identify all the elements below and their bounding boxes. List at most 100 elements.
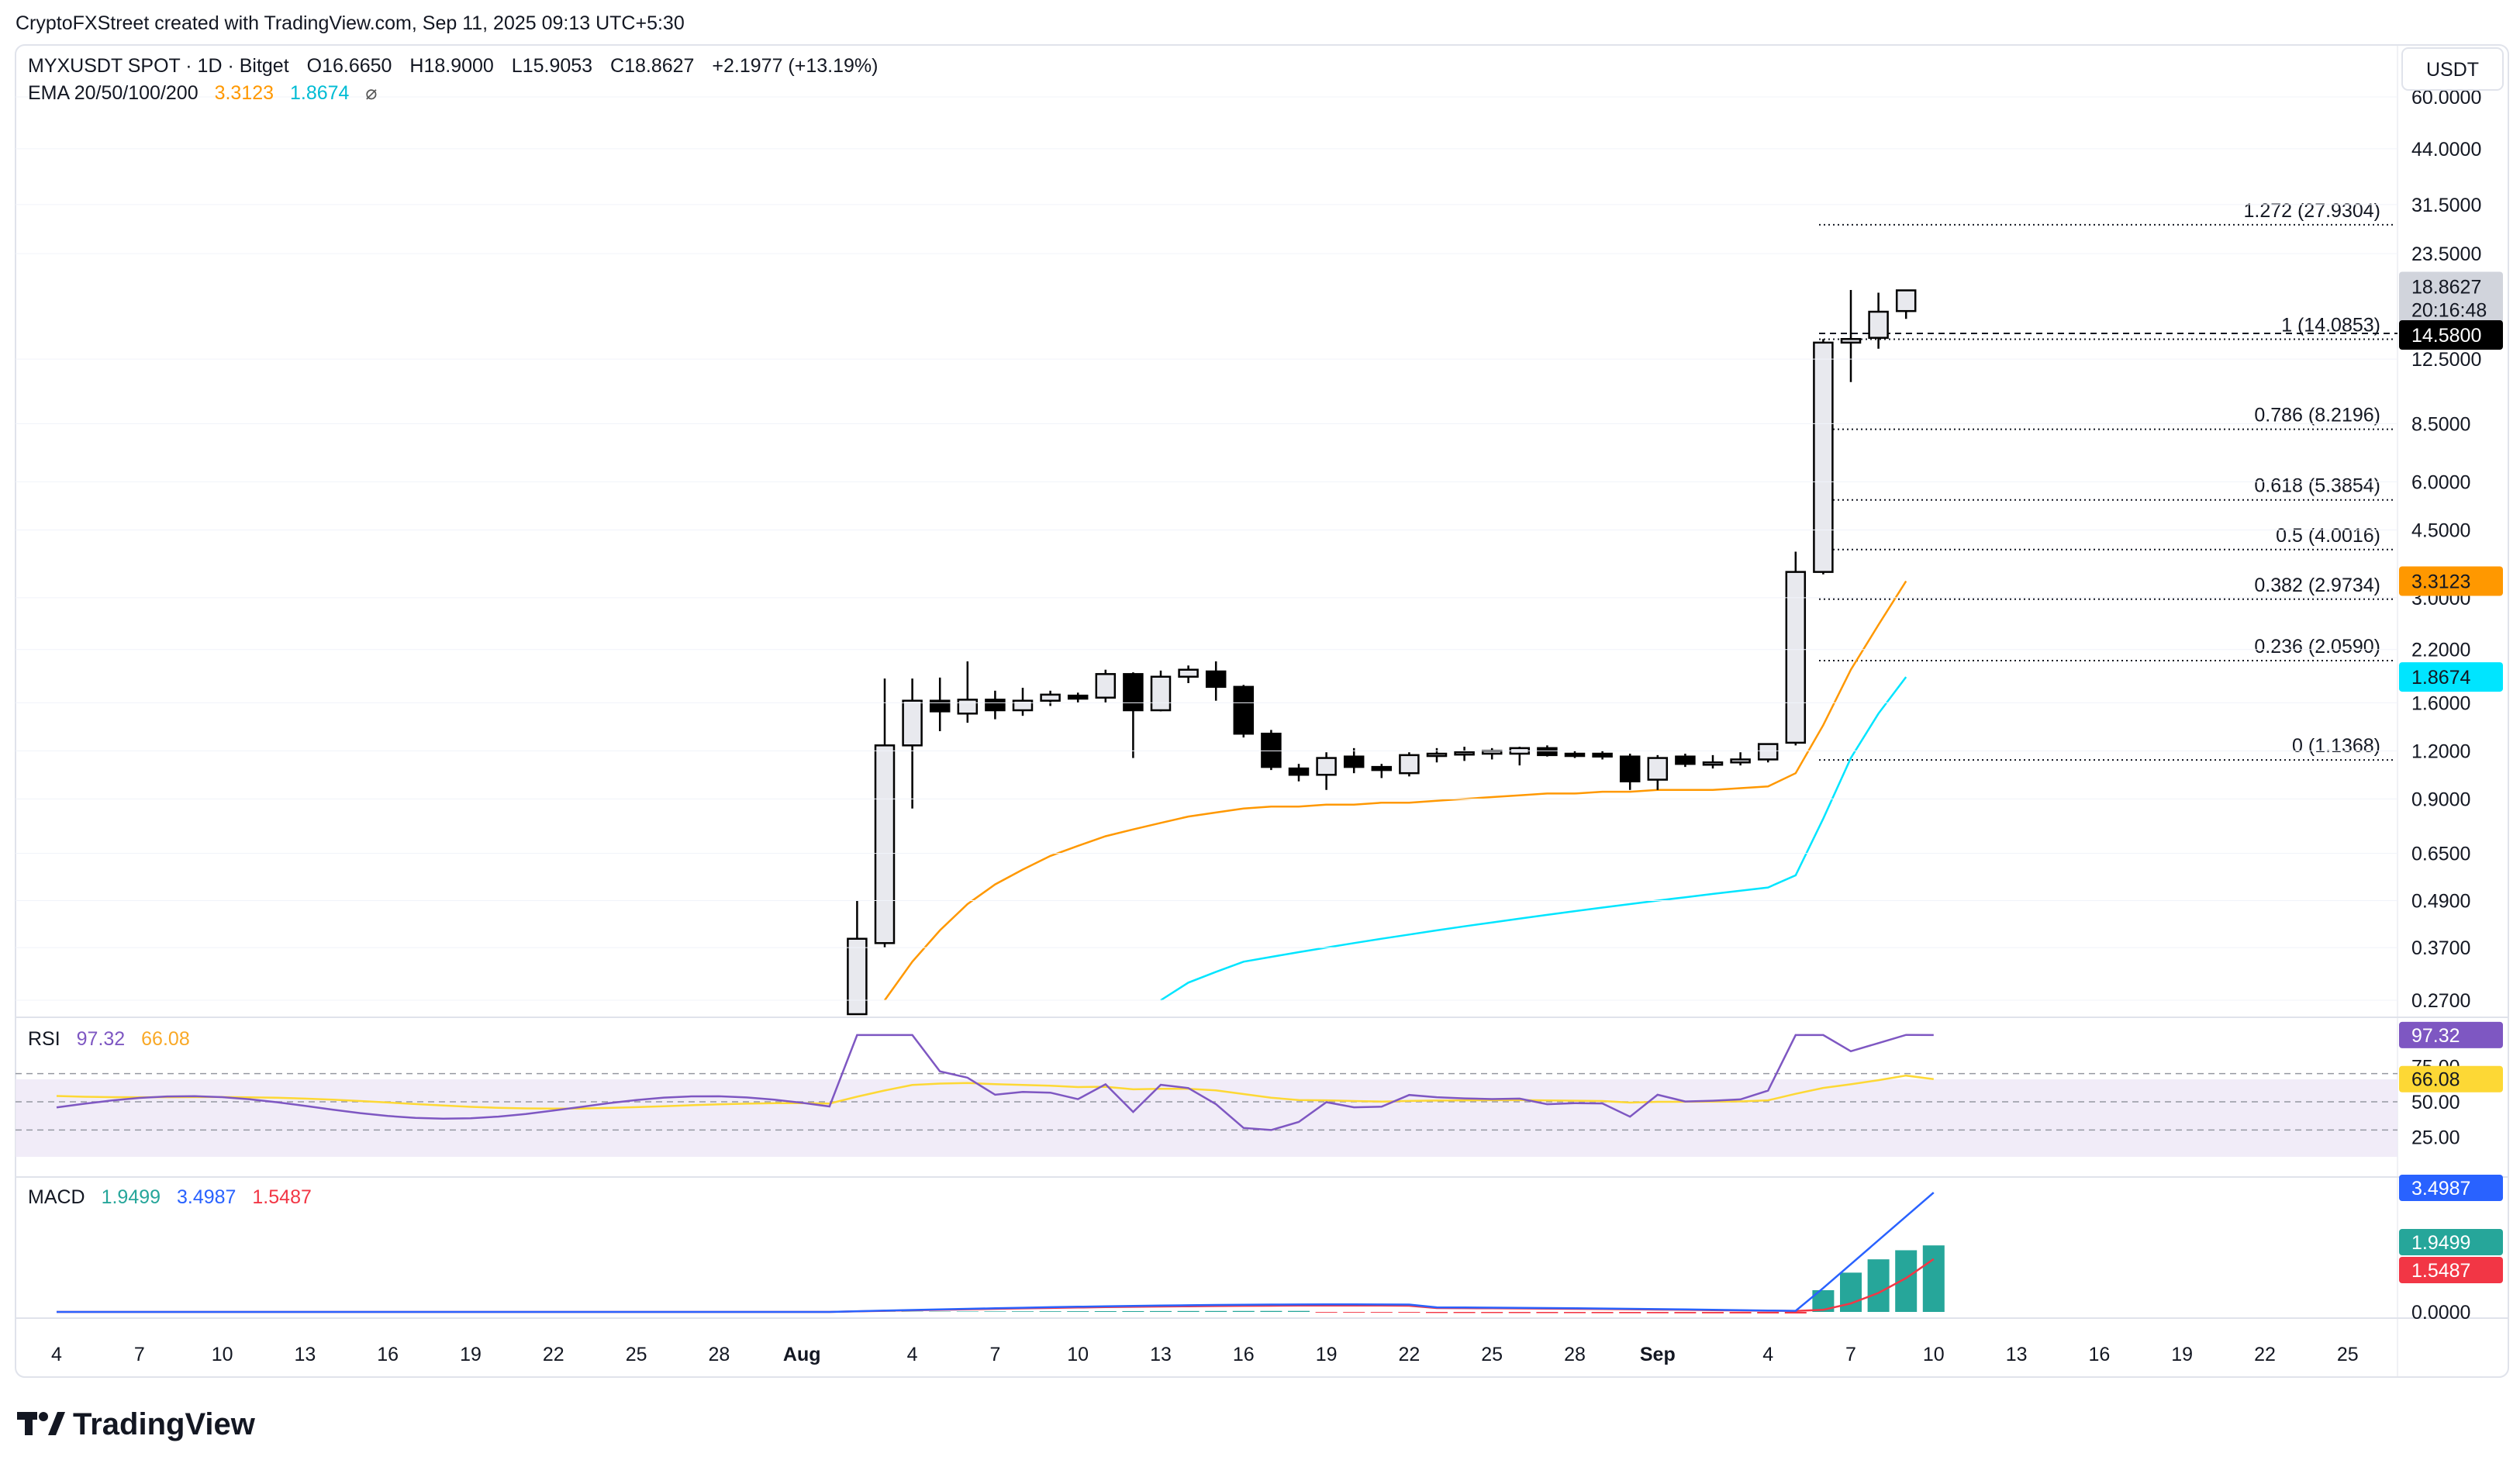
macd-hist-bar [1039,1311,1062,1312]
time-tick-label: 10 [212,1344,233,1365]
candle-body [1813,341,1834,573]
ema-visibility-icon: ⌀ [365,82,377,104]
candle[interactable] [1178,665,1199,683]
price-axis-ticks: 60.000044.000031.500023.500012.50008.500… [16,87,2481,1012]
candle[interactable] [1895,289,1917,319]
candles[interactable] [847,289,1917,1016]
candle[interactable] [1150,670,1172,712]
fib-level-label: 0.382 (2.9734) [2254,575,2380,596]
macd-hist-bar [1508,1312,1531,1313]
candle-body [1371,765,1393,771]
candle[interactable] [902,678,923,809]
candle[interactable] [1730,752,1751,766]
candle[interactable] [1564,751,1586,758]
candle[interactable] [874,678,896,948]
time-tick-label: 22 [543,1344,564,1365]
candle[interactable] [1316,752,1337,790]
tradingview-logo[interactable]: TradingView [17,1407,256,1441]
macd-hist-badge-bg [2399,1229,2503,1255]
time-tick-label: 19 [460,1344,482,1365]
main-legend: MYXUSDT SPOT · 1D · Bitget O16.6650 H18.… [28,55,878,104]
time-tick-label: 4 [1762,1344,1773,1365]
candle[interactable] [1454,747,1475,761]
time-tick-label: 16 [1233,1344,1255,1365]
candle-body [957,699,979,715]
macd-hist-bar [1012,1311,1034,1312]
time-tick-label: Aug [783,1344,821,1365]
time-tick-label: 16 [377,1344,399,1365]
macd-hist-bar [1453,1312,1476,1313]
ema-label: EMA 20/50/100/200 [28,82,198,104]
macd-line [57,1192,1935,1313]
rsi-ma-line [56,1074,1934,1110]
price-tick-label: 0.4900 [2411,891,2470,913]
macd-signal-value: 1.5487 [252,1186,311,1208]
candle[interactable] [1757,743,1779,763]
candle-body [1426,752,1448,758]
time-tick-label: 4 [907,1344,918,1365]
candle[interactable] [1261,730,1282,771]
macd-hist-value: 1.9499 [102,1186,161,1208]
candle[interactable] [1785,551,1807,746]
candle[interactable] [1012,688,1034,716]
candle-body [874,744,896,944]
macd-badge: 3.4987 [2399,1175,2503,1201]
candle[interactable] [1868,292,1889,349]
candle[interactable] [1481,747,1503,760]
price-tick-label: 23.5000 [2411,243,2481,265]
candle[interactable] [1371,764,1393,778]
candle-body [1067,694,1089,700]
rsi-ma-value: 66.08 [141,1028,190,1050]
macd-hist-bar [1260,1310,1282,1312]
candle[interactable] [1509,747,1531,766]
macd-hist-bar [1867,1259,1890,1312]
ema20-line [883,580,1907,1001]
price-line-badge-bg [2399,319,2503,350]
candle[interactable] [1233,685,1255,738]
currency-button-label: USDT [2426,59,2479,81]
ohlc-high-label: H [409,55,423,77]
candle[interactable] [1343,747,1365,774]
fib-level-label: 0 (1.1368) [2292,735,2380,757]
candle[interactable] [1675,754,1696,768]
rsi-line [56,1034,1934,1131]
candle[interactable] [1702,754,1724,769]
ema50-line [1160,676,1907,1002]
candle[interactable] [1205,661,1227,701]
macd-pane: 0.0000 [57,1192,2470,1324]
macd-legend: MACD 1.9499 3.4987 1.5487 [28,1186,312,1208]
candle-body [1702,761,1724,766]
currency-button[interactable]: USDT [2401,47,2504,91]
candle[interactable] [1619,754,1641,790]
candle[interactable] [985,690,1006,720]
candle[interactable] [1123,672,1144,758]
candle[interactable] [1399,752,1420,777]
candle[interactable] [1592,751,1613,760]
macd-hist-bar [1343,1312,1365,1313]
candle[interactable] [957,661,979,723]
ohlc-open-value: 16.6650 [322,55,392,77]
candle-body [1537,747,1558,757]
macd-hist-bar [1315,1312,1338,1313]
macd-hist-bar [1177,1310,1200,1312]
candle[interactable] [1095,669,1117,703]
macd-signal-badge-text: 1.5487 [2411,1260,2470,1282]
price-tick-label: 44.0000 [2411,139,2481,161]
candle[interactable] [1813,339,1834,575]
fib-level-label: 1.272 (27.9304) [2243,200,2380,222]
candle[interactable] [1288,764,1310,782]
candle[interactable] [847,900,868,1016]
ema50-badge-bg [2399,662,2503,692]
macd-hist-bar [1094,1311,1117,1312]
candle[interactable] [1840,290,1862,382]
candle[interactable] [1040,690,1061,706]
time-tick-label: Sep [1640,1344,1676,1365]
candle[interactable] [1426,747,1448,763]
candle[interactable] [1067,692,1089,703]
tradingview-brand: TradingView [73,1407,256,1441]
candle[interactable] [1647,754,1669,790]
macd-hist-bar [1895,1250,1918,1312]
candle[interactable] [929,677,951,732]
time-tick-label: 13 [1150,1344,1172,1365]
